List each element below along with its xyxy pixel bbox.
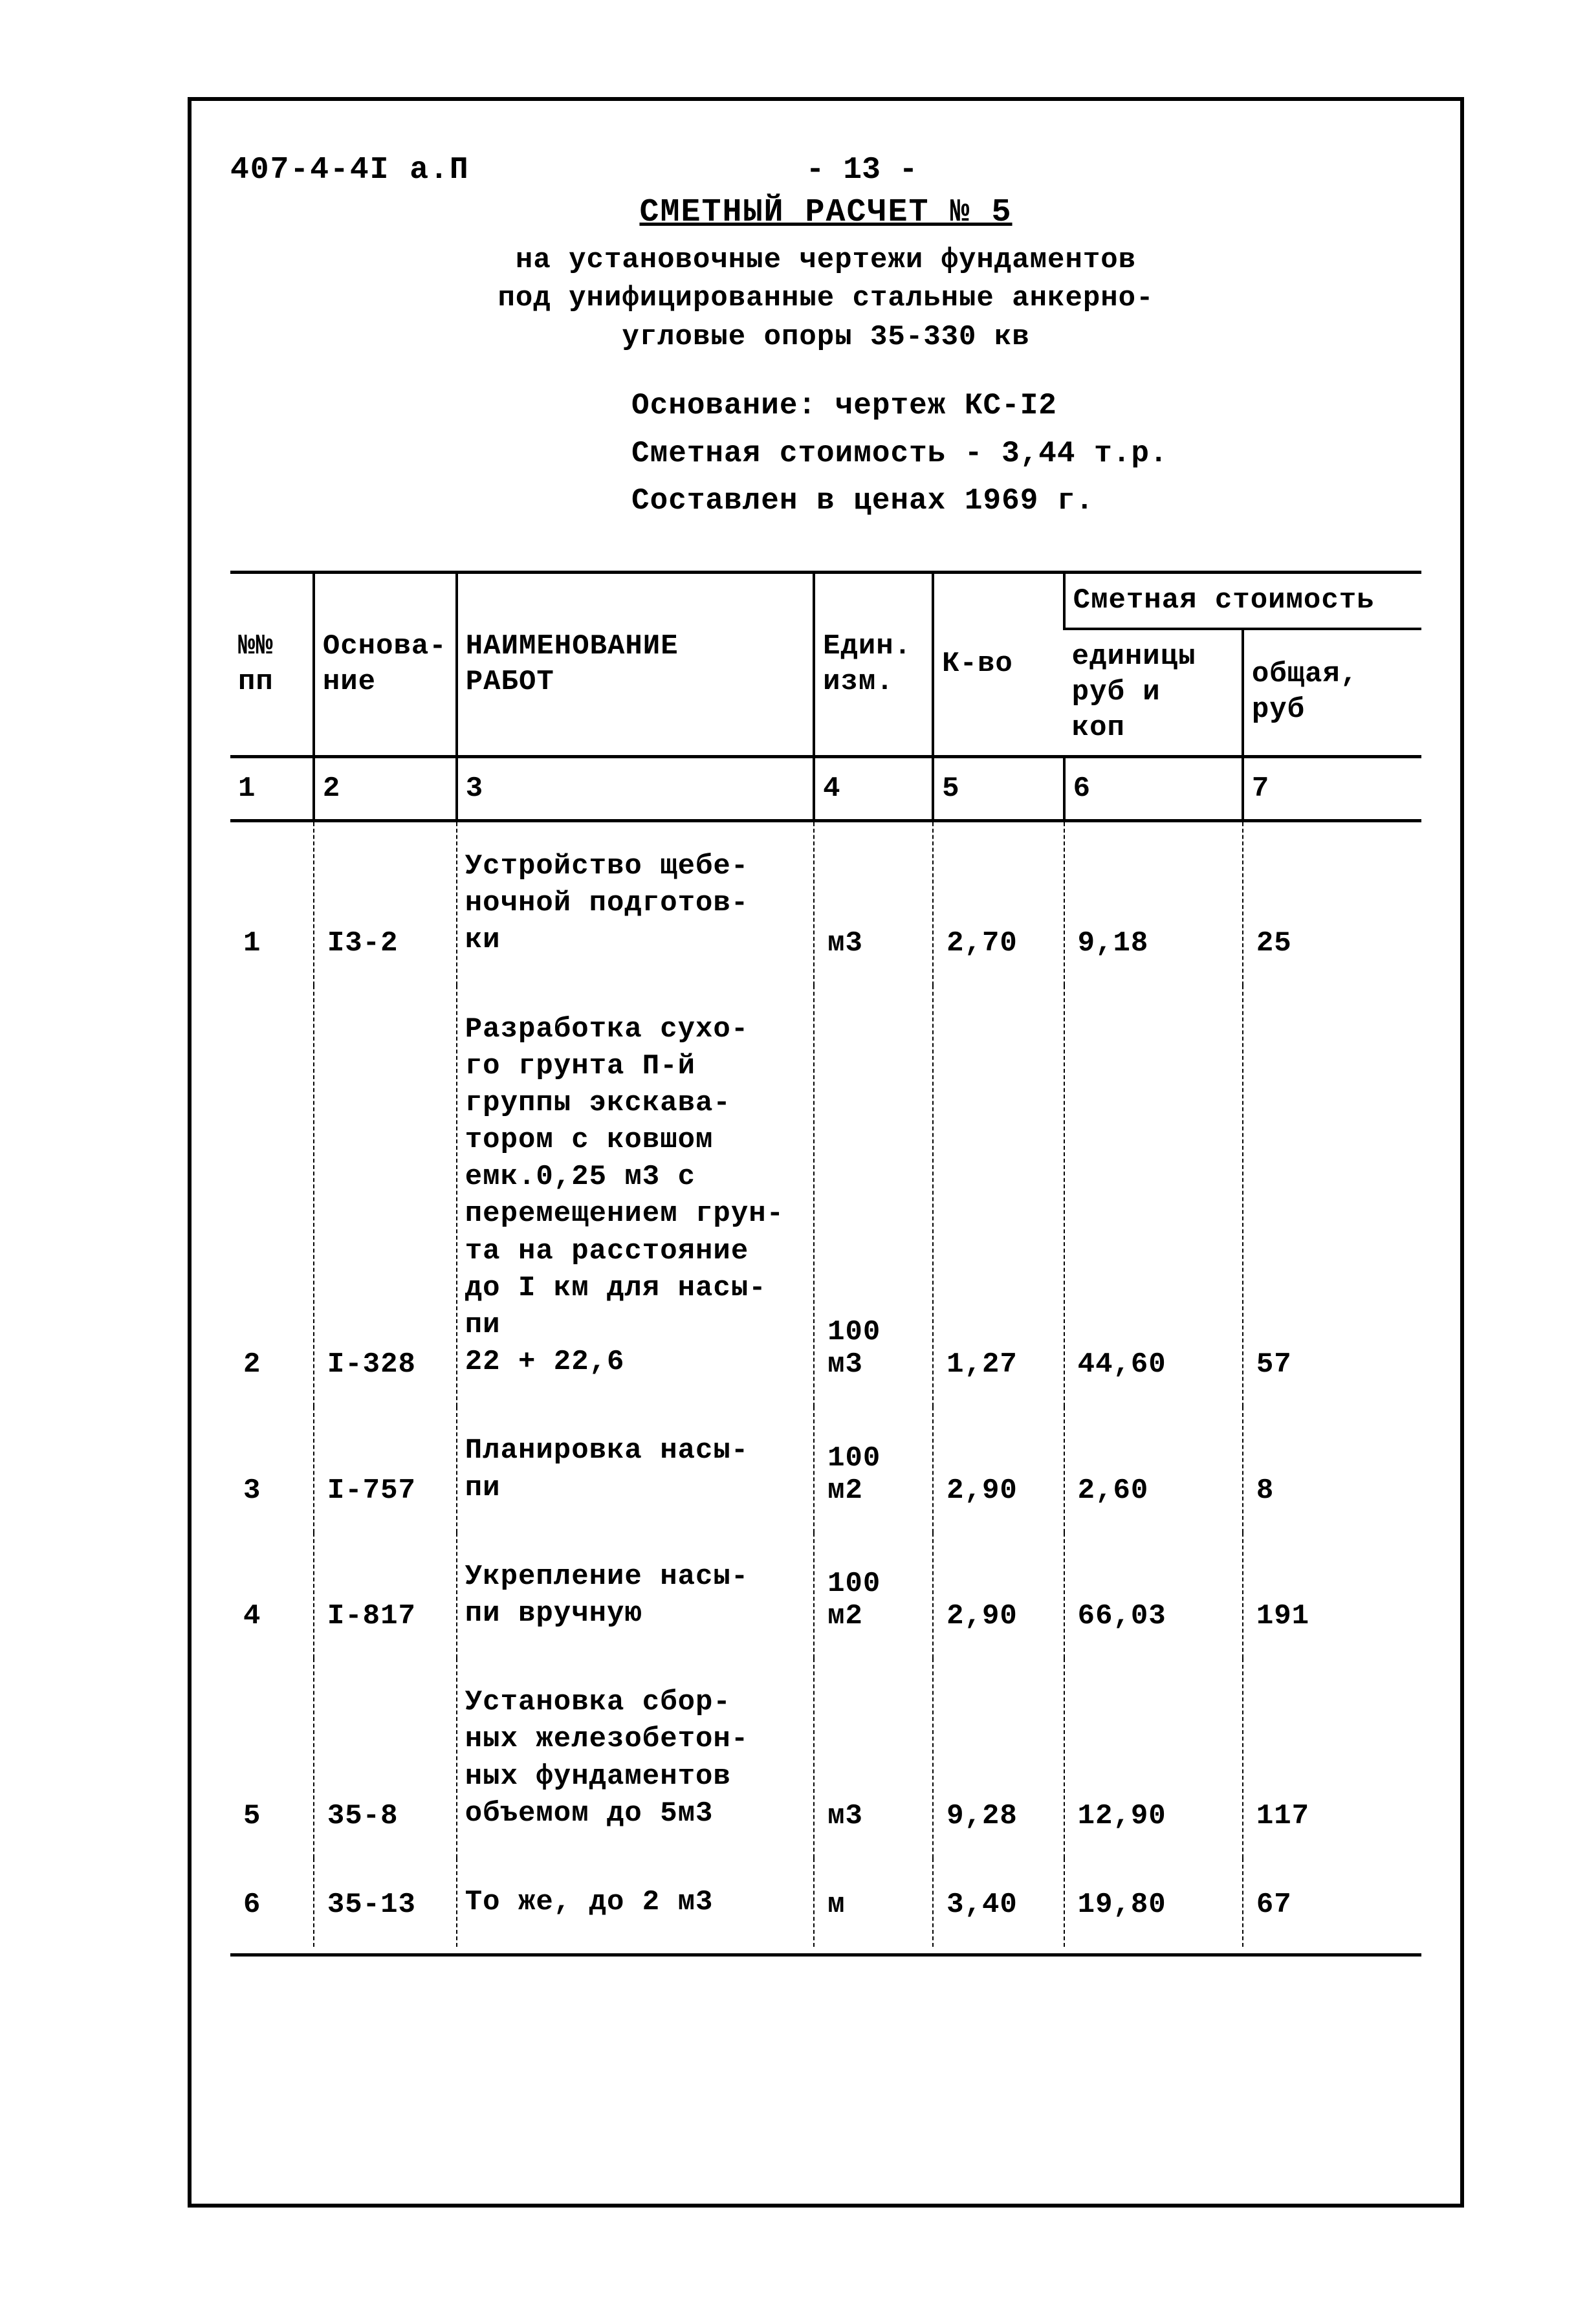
cell-basis: I-328: [314, 985, 457, 1407]
page-number: - 13 -: [806, 153, 918, 188]
cell-desc: То же, до 2 м3: [457, 1858, 814, 1947]
cell-basis: 35-8: [314, 1658, 457, 1858]
table-row: 5 35-8 Установка сбор-ных железобетон-ны…: [230, 1658, 1421, 1858]
page: 407-4-4I а.П - 13 - СМЕТНЫЙ РАСЧЕТ № 5 н…: [13, 26, 1574, 2298]
cell-basis: I3-2: [314, 820, 457, 985]
cell-unit: 100м3: [814, 985, 933, 1407]
cell-total: 57: [1243, 985, 1421, 1407]
th-qty: К-во: [933, 572, 1064, 756]
cell-uprice: 12,90: [1064, 1658, 1243, 1858]
cell-desc: Укрепление насы-пи вручную: [457, 1533, 814, 1658]
estimate-table: №№пп Основа-ние НАИМЕНОВАНИЕРАБОТ Един.и…: [230, 571, 1421, 1947]
th-work: НАИМЕНОВАНИЕРАБОТ: [457, 572, 814, 756]
th-unit: Един.изм.: [814, 572, 933, 756]
subtitle-line: под унифицированные стальные анкерно-: [498, 282, 1154, 314]
meta-cost: Сметная стоимость - 3,44 т.р.: [631, 430, 1421, 478]
colnum: 5: [933, 756, 1064, 820]
colnum: 1: [230, 756, 314, 820]
table-head: №№пп Основа-ние НАИМЕНОВАНИЕРАБОТ Един.и…: [230, 572, 1421, 756]
outer-frame: 407-4-4I а.П - 13 - СМЕТНЫЙ РАСЧЕТ № 5 н…: [188, 97, 1464, 2208]
meta-basis: Основание: чертеж КС-I2: [631, 382, 1421, 430]
cell-total: 191: [1243, 1533, 1421, 1658]
th-cost-group: Сметная стоимость: [1064, 572, 1421, 629]
cell-qty: 2,70: [933, 820, 1064, 985]
th-num: №№пп: [230, 572, 314, 756]
doc-title: СМЕТНЫЙ РАСЧЕТ № 5: [230, 194, 1421, 231]
cell-uprice: 44,60: [1064, 985, 1243, 1407]
header-row: 407-4-4I а.П - 13 -: [230, 153, 1421, 188]
th-unit-price: единицыруб икоп: [1064, 629, 1243, 757]
cell-num: 3: [230, 1407, 314, 1532]
table-row: 1 I3-2 Устройство щебе-ночной подготов-к…: [230, 820, 1421, 985]
th-total: общая,руб: [1243, 629, 1421, 757]
doc-subtitle: на установочные чертежи фундаментов под …: [230, 241, 1421, 356]
doc-code: 407-4-4I а.П: [230, 153, 470, 188]
cell-unit: 100м2: [814, 1407, 933, 1532]
cell-qty: 3,40: [933, 1858, 1064, 1947]
cell-unit: м3: [814, 820, 933, 985]
cell-basis: I-817: [314, 1533, 457, 1658]
cell-desc: Разработка сухо-го грунта П-йгруппы экск…: [457, 985, 814, 1407]
meta-prices: Составлен в ценах 1969 г.: [631, 477, 1421, 525]
table-body: 1 2 3 4 5 6 7 1 I3-2 Устройство щебе-ноч…: [230, 756, 1421, 1947]
cell-uprice: 19,80: [1064, 1858, 1243, 1947]
cell-basis: 35-13: [314, 1858, 457, 1947]
bottom-rule: [230, 1953, 1421, 1957]
cell-unit: 100м2: [814, 1533, 933, 1658]
table-row: 3 I-757 Планировка насы-пи 100м2 2,90 2,…: [230, 1407, 1421, 1532]
colnum: 3: [457, 756, 814, 820]
cell-num: 5: [230, 1658, 314, 1858]
cell-num: 1: [230, 820, 314, 985]
cell-qty: 2,90: [933, 1533, 1064, 1658]
cell-qty: 2,90: [933, 1407, 1064, 1532]
cell-basis: I-757: [314, 1407, 457, 1532]
cell-desc: Установка сбор-ных железобетон-ных фунда…: [457, 1658, 814, 1858]
cell-uprice: 9,18: [1064, 820, 1243, 985]
cell-total: 25: [1243, 820, 1421, 985]
th-basis: Основа-ние: [314, 572, 457, 756]
table-row: 2 I-328 Разработка сухо-го грунта П-йгру…: [230, 985, 1421, 1407]
cell-total: 67: [1243, 1858, 1421, 1947]
cell-qty: 1,27: [933, 985, 1064, 1407]
cell-uprice: 2,60: [1064, 1407, 1243, 1532]
cell-desc: Устройство щебе-ночной подготов-ки: [457, 820, 814, 985]
colnum: 7: [1243, 756, 1421, 820]
cell-total: 117: [1243, 1658, 1421, 1858]
cell-unit: м: [814, 1858, 933, 1947]
cell-desc: Планировка насы-пи: [457, 1407, 814, 1532]
cell-num: 4: [230, 1533, 314, 1658]
subtitle-line: угловые опоры 35-330 кв: [622, 321, 1029, 353]
cell-num: 6: [230, 1858, 314, 1947]
column-number-row: 1 2 3 4 5 6 7: [230, 756, 1421, 820]
cell-qty: 9,28: [933, 1658, 1064, 1858]
cell-num: 2: [230, 985, 314, 1407]
colnum: 2: [314, 756, 457, 820]
colnum: 6: [1064, 756, 1243, 820]
subtitle-line: на установочные чертежи фундаментов: [516, 244, 1136, 276]
table-row: 4 I-817 Укрепление насы-пи вручную 100м2…: [230, 1533, 1421, 1658]
colnum: 4: [814, 756, 933, 820]
table-row: 6 35-13 То же, до 2 м3 м 3,40 19,80 67: [230, 1858, 1421, 1947]
cell-total: 8: [1243, 1407, 1421, 1532]
meta-block: Основание: чертеж КС-I2 Сметная стоимост…: [631, 382, 1421, 525]
cell-unit: м3: [814, 1658, 933, 1858]
cell-uprice: 66,03: [1064, 1533, 1243, 1658]
